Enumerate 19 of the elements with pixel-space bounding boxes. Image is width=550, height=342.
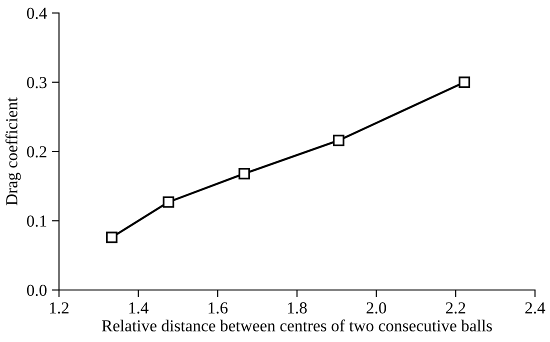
y-axis-title: Drag coefficient <box>5 97 21 206</box>
y-tick-label: 0.3 <box>26 76 47 88</box>
x-tick-label: 1.2 <box>50 302 68 314</box>
y-tick-label: 0.0 <box>26 284 47 296</box>
x-tick-label: 2.4 <box>525 302 546 314</box>
point <box>106 232 118 244</box>
x-tick-label: 1.6 <box>208 302 228 314</box>
y-tick-label: 0.1 <box>26 215 46 227</box>
point <box>332 134 344 146</box>
x-tick-label: 1.4 <box>129 302 148 314</box>
point <box>238 168 250 180</box>
x-tick-label: 2.0 <box>366 302 386 314</box>
x-tick-label: 2.2 <box>446 302 466 314</box>
x-axis-title: Relative distance between centres of two consecutive balls <box>102 320 492 332</box>
y-tick-label: 0.4 <box>26 8 47 20</box>
point <box>162 196 174 208</box>
y-tick-label: 0.2 <box>26 146 46 158</box>
point <box>458 76 470 88</box>
x-tick-label: 1.8 <box>288 302 307 314</box>
